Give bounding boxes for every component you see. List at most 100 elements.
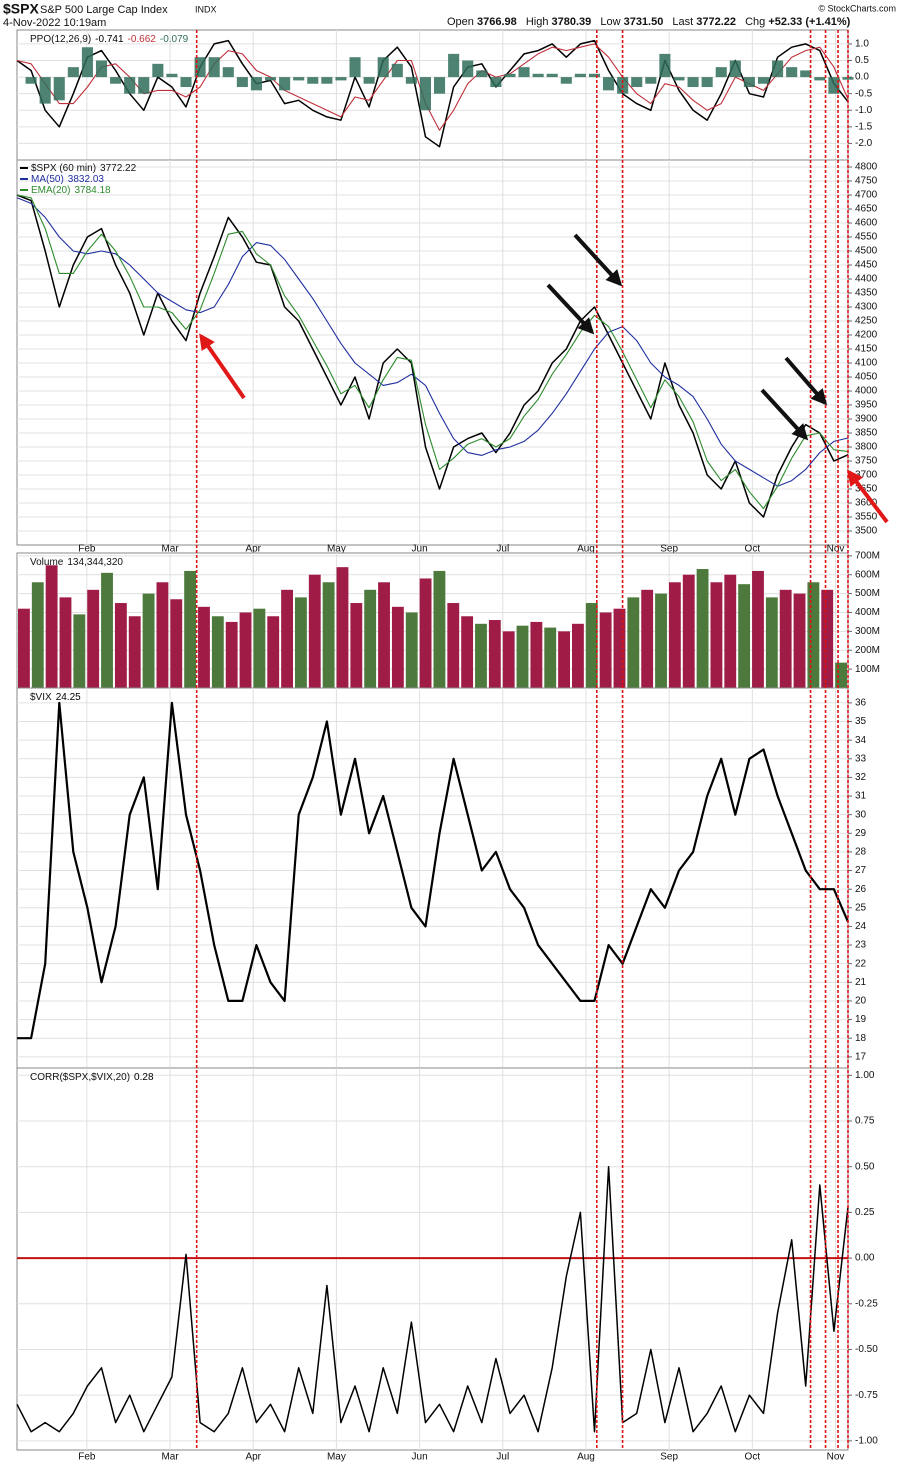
histogram-bar (772, 60, 784, 78)
histogram-bar (518, 67, 530, 78)
y-tick-label: 3500 (855, 526, 878, 537)
y-tick-label: 0.25 (855, 1207, 875, 1218)
volume-bar (281, 589, 293, 688)
panel-frame (16, 29, 849, 161)
histogram-bar (842, 77, 854, 80)
data-line (16, 197, 849, 487)
y-tick-label: -0.75 (855, 1390, 878, 1401)
histogram-bar (53, 77, 65, 101)
x-tick-label: Feb (78, 544, 96, 555)
volume-bar (793, 593, 806, 688)
y-tick-label: 18 (855, 1033, 867, 1044)
histogram-bar (814, 77, 826, 81)
histogram-bar (476, 70, 488, 78)
volume-bar (114, 603, 127, 688)
x-tick-label: Apr (245, 1452, 261, 1463)
y-tick-label: 4750 (855, 176, 878, 187)
y-tick-label: 3850 (855, 428, 878, 439)
quote-value: 3780.39 (552, 16, 592, 28)
histogram-bar (307, 77, 319, 84)
legend-value: -0.741 (95, 34, 124, 45)
legend-value: 134,344,320 (67, 557, 123, 568)
volume-bar (821, 589, 834, 688)
y-tick-label: 700M (855, 550, 880, 561)
histogram-bar (687, 77, 699, 88)
histogram-bar (349, 57, 361, 78)
volume-bar (655, 593, 667, 688)
y-tick-label: 28 (855, 847, 867, 858)
x-tick-label: Mar (161, 1452, 179, 1463)
y-tick-label: 17 (855, 1051, 867, 1062)
volume-bar (59, 597, 72, 688)
panel-frame (16, 552, 849, 689)
histogram-bar (546, 73, 558, 78)
y-tick-label: 0.5 (855, 55, 869, 66)
data-line (17, 701, 850, 1040)
histogram-bar (434, 77, 446, 94)
histogram-bar (138, 77, 150, 94)
histogram-bar (673, 77, 685, 81)
histogram-bar (504, 73, 516, 78)
quote-value: 3731.50 (624, 16, 664, 28)
x-tick-label: Jun (412, 544, 428, 555)
y-tick-label: 0.75 (855, 1116, 875, 1127)
volume-bar (267, 616, 280, 688)
volume-bar (696, 569, 709, 688)
y-tick-label: 3700 (855, 470, 878, 481)
datetime: 4-Nov-2022 10:19am (3, 17, 106, 29)
y-tick-label: 4450 (855, 260, 878, 271)
volume-bar (322, 582, 335, 688)
x-tick-label: Feb (78, 1452, 96, 1463)
data-line (16, 194, 849, 518)
x-tick-label: May (327, 544, 346, 555)
exchange: INDX (195, 4, 217, 14)
volume-bar (558, 631, 570, 688)
y-tick-label: 4050 (855, 372, 878, 383)
x-tick-label: Jun (412, 1452, 428, 1463)
legend-value: 3832.03 (68, 174, 105, 185)
y-tick-label: -0.25 (855, 1298, 878, 1309)
histogram-bar (715, 67, 727, 78)
arrow (760, 388, 809, 441)
volume-bar (433, 570, 446, 688)
y-tick-label: -1.00 (855, 1436, 878, 1447)
x-tick-label: Oct (745, 544, 761, 555)
histogram-bar (293, 77, 305, 81)
quote-label: Chg (745, 16, 765, 28)
histogram-bar (405, 77, 417, 84)
histogram-bar (800, 70, 812, 78)
symbol: $SPX (3, 1, 39, 17)
legend-value: 0.28 (134, 1072, 154, 1083)
x-tick-label: Nov (827, 1452, 845, 1463)
arrow (573, 233, 623, 287)
x-tick-label: Sep (660, 1452, 678, 1463)
volume-bar (253, 608, 266, 688)
x-tick-label: Apr (245, 544, 261, 555)
histogram-bar (363, 77, 375, 84)
y-tick-label: 30 (855, 809, 867, 820)
legend: Volume 134,344,320 (30, 557, 123, 568)
volume-bar (738, 584, 751, 688)
x-tick-label: Jul (496, 544, 509, 555)
y-tick-label: 200M (855, 645, 880, 656)
histogram-bar (67, 67, 79, 78)
legend-title: $VIX (30, 692, 52, 703)
legend-value: 3772.22 (100, 163, 137, 174)
histogram-bar (39, 77, 51, 104)
volume-bar (516, 625, 529, 688)
x-tick-label: Mar (161, 544, 179, 555)
volume-bar (225, 621, 238, 688)
data-line (16, 1165, 849, 1433)
histogram-bar (701, 77, 713, 88)
volume-bar (475, 623, 487, 688)
histogram-bar (645, 77, 657, 84)
y-tick-label: 3750 (855, 456, 878, 467)
volume-bar (87, 589, 100, 688)
volume-bar (765, 597, 778, 688)
y-tick-label: 3950 (855, 400, 878, 411)
x-tick-label: Oct (745, 1452, 761, 1463)
y-tick-label: 300M (855, 626, 880, 637)
legend-value: -0.079 (160, 34, 189, 45)
y-tick-label: 26 (855, 884, 867, 895)
